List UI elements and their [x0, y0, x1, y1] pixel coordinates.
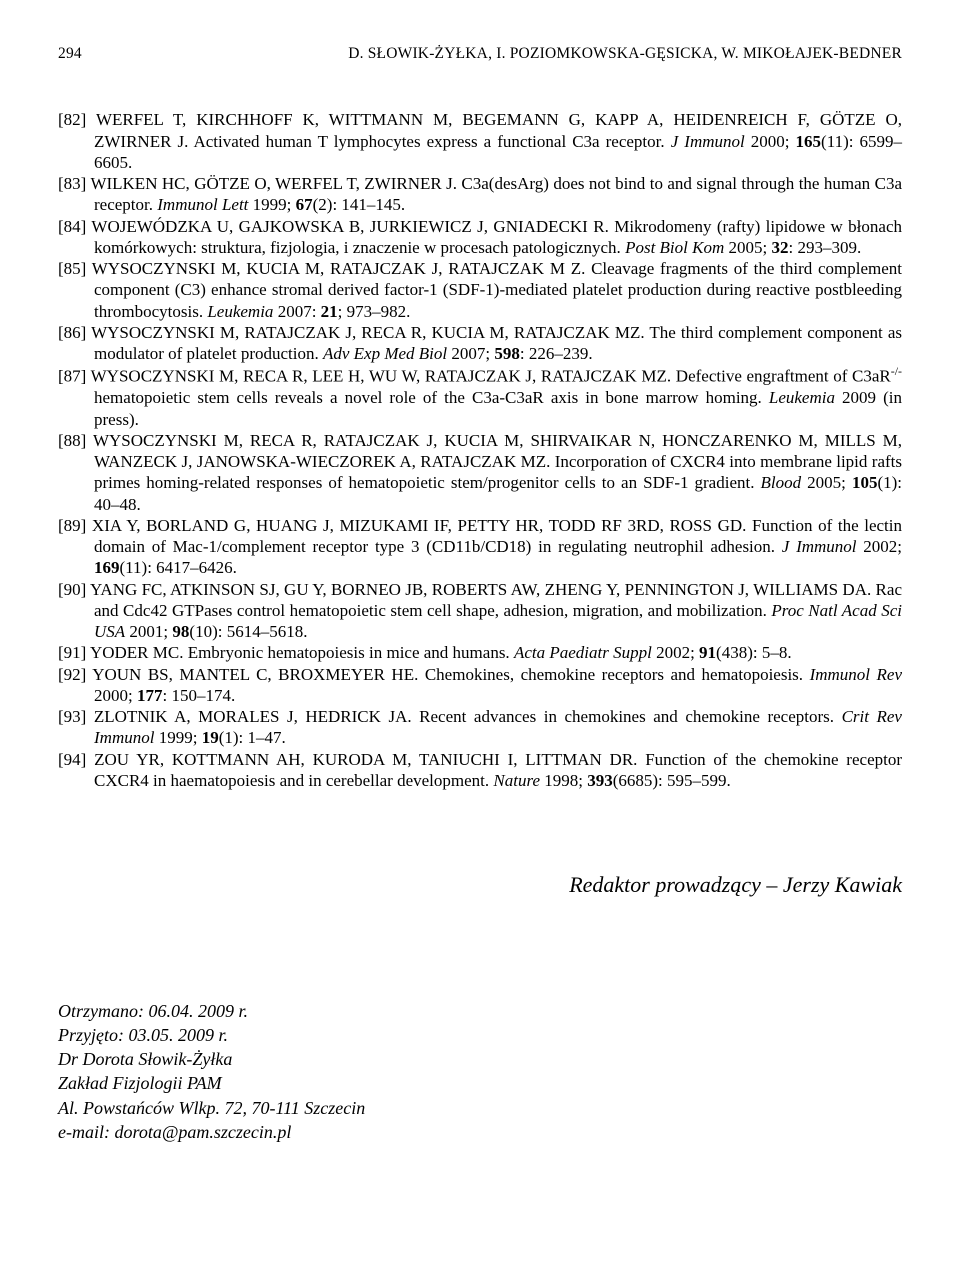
reference-item: [87] WYSOCZYNSKI M, RECA R, LEE H, WU W,…	[58, 364, 902, 429]
reference-item: [84] WOJEWÓDZKA U, GAJKOWSKA B, JURKIEWI…	[58, 216, 902, 259]
page-number: 294	[58, 44, 82, 63]
correspondence-block: Otrzymano: 06.04. 2009 r. Przyjęto: 03.0…	[58, 999, 902, 1145]
reference-item: [83] WILKEN HC, GÖTZE O, WERFEL T, ZWIRN…	[58, 173, 902, 216]
reference-item: [82] WERFEL T, KIRCHHOFF K, WITTMANN M, …	[58, 109, 902, 173]
reference-list: [82] WERFEL T, KIRCHHOFF K, WITTMANN M, …	[58, 109, 902, 791]
reference-item: [85] WYSOCZYNSKI M, KUCIA M, RATAJCZAK J…	[58, 258, 902, 322]
reference-item: [89] XIA Y, BORLAND G, HUANG J, MIZUKAMI…	[58, 515, 902, 579]
reference-item: [88] WYSOCZYNSKI M, RECA R, RATAJCZAK J,…	[58, 430, 902, 515]
reference-item: [91] YODER MC. Embryonic hematopoiesis i…	[58, 642, 902, 663]
reference-item: [94] ZOU YR, KOTTMANN AH, KURODA M, TANI…	[58, 749, 902, 792]
reference-item: [86] WYSOCZYNSKI M, RATAJCZAK J, RECA R,…	[58, 322, 902, 365]
reference-item: [93] ZLOTNIK A, MORALES J, HEDRICK JA. R…	[58, 706, 902, 749]
page-header: 294 D. SŁOWIK-ŻYŁKA, I. POZIOMKOWSKA-GĘS…	[58, 44, 902, 63]
received-date: Otrzymano: 06.04. 2009 r.	[58, 999, 902, 1023]
reference-item: [92] YOUN BS, MANTEL C, BROXMEYER HE. Ch…	[58, 664, 902, 707]
author-name: Dr Dorota Słowik-Żyłka	[58, 1047, 902, 1071]
email: e-mail: dorota@pam.szczecin.pl	[58, 1120, 902, 1144]
address: Al. Powstańców Wlkp. 72, 70-111 Szczecin	[58, 1096, 902, 1120]
editor-line: Redaktor prowadzący – Jerzy Kawiak	[58, 871, 902, 899]
running-head: D. SŁOWIK-ŻYŁKA, I. POZIOMKOWSKA-GĘSICKA…	[348, 44, 902, 63]
department: Zakład Fizjologii PAM	[58, 1071, 902, 1095]
accepted-date: Przyjęto: 03.05. 2009 r.	[58, 1023, 902, 1047]
reference-item: [90] YANG FC, ATKINSON SJ, GU Y, BORNEO …	[58, 579, 902, 643]
